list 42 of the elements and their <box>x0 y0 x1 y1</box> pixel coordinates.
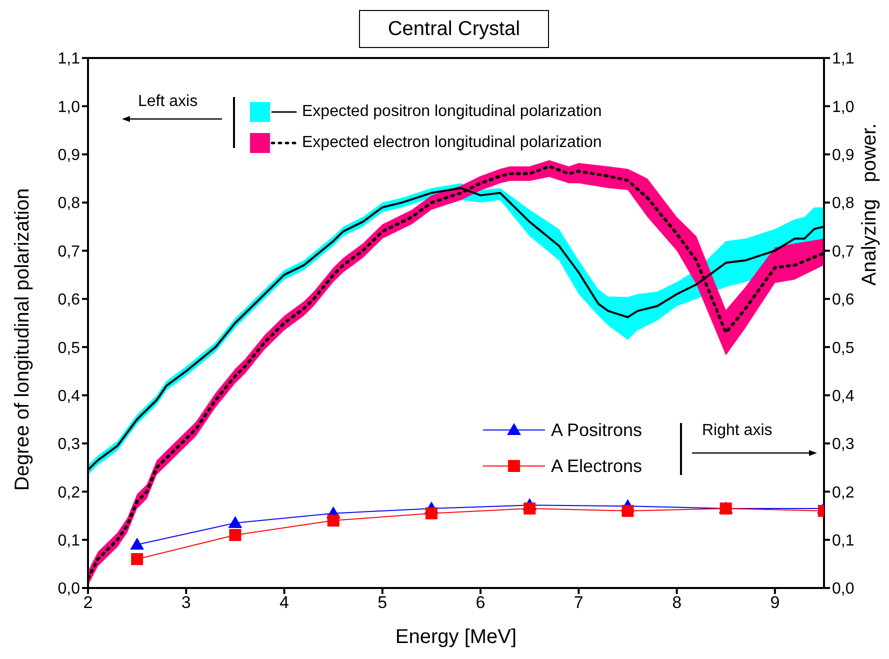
y-tick-label: 0,2 <box>58 484 80 502</box>
y2-tick-label: 0,6 <box>832 292 854 309</box>
legend-label: A Positrons <box>551 420 642 440</box>
y2-tick-label: 0,2 <box>832 484 854 502</box>
annotation: Left axis <box>138 93 198 111</box>
y-axis-title: Degree of longitudinal polarization <box>12 187 34 493</box>
y-tick-label: 0,8 <box>58 195 80 212</box>
annotation: Right axis <box>702 422 772 440</box>
chart-title: Central Crystal <box>359 10 549 48</box>
y-tick-label: 0,6 <box>58 292 80 309</box>
y-tick-label: 0,1 <box>58 532 80 550</box>
y-tick-label: 1,0 <box>58 98 80 116</box>
x-axis-title: Energy [MeV] <box>394 626 518 649</box>
y-tick-label: 0,3 <box>58 436 80 454</box>
legend-label: A Electrons <box>551 456 642 476</box>
y2-tick-label: 0,0 <box>832 580 854 598</box>
x-tick-label: 2 <box>83 593 93 612</box>
y2-tick-label: 0,4 <box>832 388 854 405</box>
y2-tick-label: 0,3 <box>832 436 854 454</box>
legend-label: Expected positron longitudinal polarization <box>302 102 602 120</box>
y2-tick-label: 0,7 <box>832 243 854 260</box>
y-tick-label: 0,9 <box>58 147 80 164</box>
x-tick-label: 8 <box>672 593 682 612</box>
y-tick-label: 0,7 <box>58 243 80 260</box>
y2-tick-label: 1,1 <box>832 50 854 68</box>
x-tick-label: 6 <box>476 593 486 612</box>
y-tick-label: 0,0 <box>58 580 80 598</box>
y2-tick-label: 0,5 <box>832 340 854 357</box>
y-tick-label: 0,5 <box>58 340 80 357</box>
y-tick-label: 1,1 <box>58 50 80 68</box>
y2-tick-label: 1,0 <box>832 98 854 116</box>
legend-label: Expected electron longitudinal polarization <box>302 134 602 152</box>
y-tick-label: 0,4 <box>58 388 80 405</box>
x-tick-label: 5 <box>378 593 388 612</box>
y2-axis-title: Analyzing power. <box>858 122 882 288</box>
y2-tick-label: 0,1 <box>832 532 854 550</box>
y2-tick-label: 0,8 <box>832 195 854 212</box>
x-tick-label: 7 <box>574 593 584 612</box>
x-tick-label: 3 <box>181 593 191 612</box>
y2-tick-label: 0,9 <box>832 147 854 164</box>
x-tick-label: 4 <box>280 593 289 612</box>
x-tick-label: 9 <box>770 593 780 612</box>
